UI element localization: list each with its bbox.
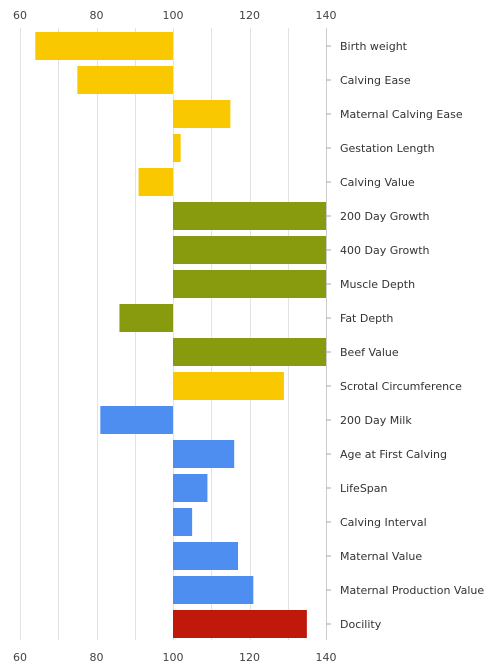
bar xyxy=(173,474,208,502)
category-label: Maternal Calving Ease xyxy=(340,108,463,121)
bar xyxy=(173,372,284,400)
x-tick-label-top: 60 xyxy=(13,9,27,22)
bar xyxy=(173,134,181,162)
category-label: Age at First Calving xyxy=(340,448,447,461)
bar xyxy=(173,270,326,298)
x-tick-label-top: 100 xyxy=(163,9,184,22)
category-label: Calving Interval xyxy=(340,516,427,529)
x-tick-label-top: 80 xyxy=(90,9,104,22)
x-tick-label-bottom: 140 xyxy=(316,651,337,664)
category-label: 400 Day Growth xyxy=(340,244,430,257)
x-tick-label-bottom: 80 xyxy=(90,651,104,664)
category-label: 200 Day Milk xyxy=(340,414,412,427)
bar xyxy=(35,32,173,60)
category-label: Scrotal Circumference xyxy=(340,380,462,393)
bar xyxy=(173,202,326,230)
x-tick-label-bottom: 100 xyxy=(163,651,184,664)
bar xyxy=(173,610,307,638)
bar xyxy=(77,66,173,94)
category-label: Maternal Value xyxy=(340,550,422,563)
bar xyxy=(100,406,173,434)
x-axis-bottom: 60 80 100 120 140 xyxy=(13,651,337,664)
category-labels: Birth weight Calving Ease Maternal Calving… xyxy=(340,40,484,631)
bar xyxy=(173,100,231,128)
x-tick-label-bottom: 120 xyxy=(239,651,260,664)
bar xyxy=(119,304,173,332)
x-tick-label-top: 120 xyxy=(239,9,260,22)
category-label: Fat Depth xyxy=(340,312,393,325)
category-label: Docility xyxy=(340,618,382,631)
x-tick-label-bottom: 60 xyxy=(13,651,27,664)
category-label: Gestation Length xyxy=(340,142,435,155)
category-label: Maternal Production Value xyxy=(340,584,484,597)
bar xyxy=(173,236,326,264)
bars xyxy=(35,32,326,638)
category-label: Beef Value xyxy=(340,346,399,359)
category-label: Birth weight xyxy=(340,40,408,53)
x-axis-top: 60 80 100 120 140 xyxy=(13,9,337,22)
category-axis xyxy=(326,28,331,640)
bar xyxy=(138,168,173,196)
bar xyxy=(173,338,326,366)
category-label: LifeSpan xyxy=(340,482,388,495)
bar xyxy=(173,508,193,536)
bar xyxy=(173,542,239,570)
category-label: Muscle Depth xyxy=(340,278,415,291)
category-label: 200 Day Growth xyxy=(340,210,430,223)
bar xyxy=(173,440,235,468)
bar xyxy=(173,576,254,604)
category-label: Calving Ease xyxy=(340,74,411,87)
x-tick-label-top: 140 xyxy=(316,9,337,22)
category-label: Calving Value xyxy=(340,176,415,189)
